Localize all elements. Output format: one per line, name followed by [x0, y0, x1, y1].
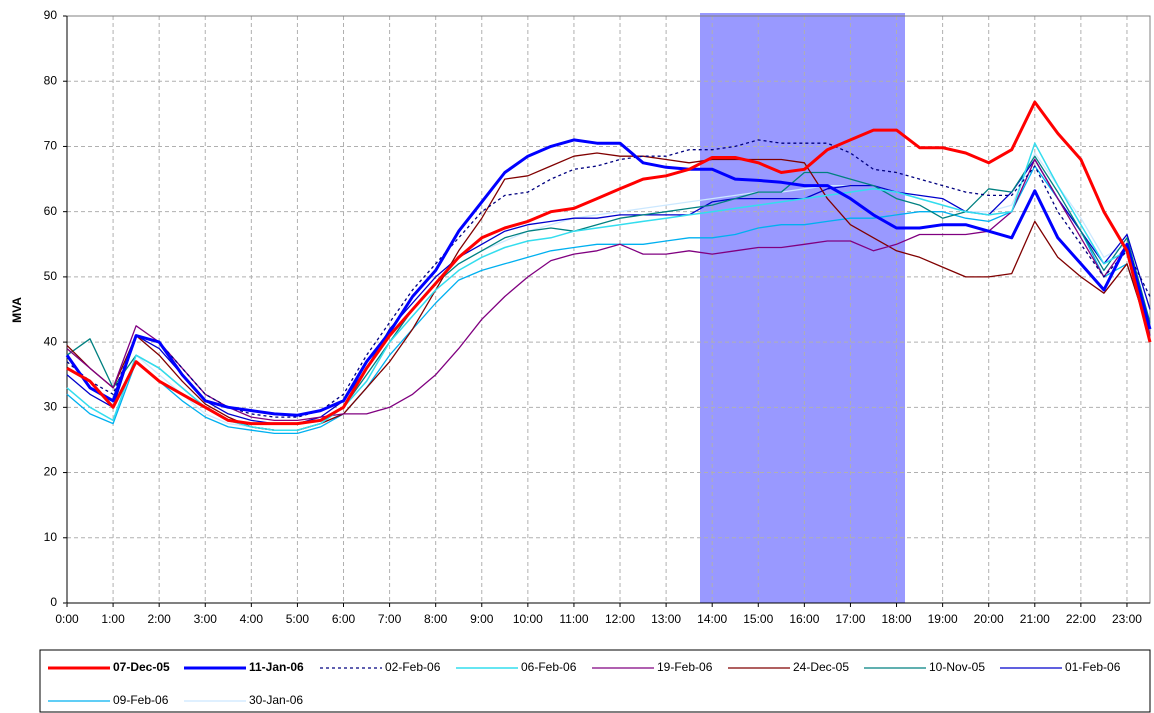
x-tick-label: 17:00: [835, 612, 865, 626]
y-tick-label: 30: [44, 400, 58, 414]
x-tick-label: 13:00: [651, 612, 681, 626]
legend-label: 30-Jan-06: [249, 693, 303, 707]
y-tick-label: 80: [44, 73, 58, 87]
y-axis-label: MVA: [10, 297, 24, 323]
x-tick-label: 21:00: [1020, 612, 1050, 626]
x-tick-label: 16:00: [789, 612, 819, 626]
y-tick-label: 60: [44, 204, 58, 218]
x-tick-label: 0:00: [55, 612, 79, 626]
x-tick-label: 20:00: [974, 612, 1004, 626]
x-tick-label: 19:00: [928, 612, 958, 626]
legend-label: 02-Feb-06: [385, 660, 441, 674]
series-line: [66, 100, 1152, 426]
x-tick-label: 11:00: [559, 612, 588, 626]
series-line: [65, 138, 1152, 417]
series-line: [66, 155, 1151, 431]
series-line: [66, 158, 1151, 425]
legend-label: 01-Feb-06: [1065, 660, 1121, 674]
y-tick-label: 40: [44, 334, 58, 348]
y-tick-label: 70: [44, 139, 58, 153]
x-tick-label: 4:00: [240, 612, 264, 626]
x-tick-label: 1:00: [101, 612, 125, 626]
x-tick-label: 23:00: [1112, 612, 1142, 626]
legend-label: 07-Dec-05: [113, 660, 170, 674]
x-tick-label: 7:00: [378, 612, 402, 626]
legend-label: 24-Dec-05: [793, 660, 849, 674]
y-tick-label: 50: [44, 269, 58, 283]
legend-label: 10-Nov-05: [929, 660, 985, 674]
highlight-band: [700, 13, 905, 603]
x-tick-label: 22:00: [1066, 612, 1096, 626]
x-tick-label: 3:00: [194, 612, 218, 626]
legend-box: [39, 649, 1151, 713]
y-tick-label: 0: [50, 595, 57, 609]
plot-frame: [66, 15, 1151, 604]
x-tick-label: 2:00: [147, 612, 171, 626]
x-tick-label: 8:00: [424, 612, 448, 626]
legend-label: 09-Feb-06: [113, 693, 169, 707]
y-tick-label: 20: [44, 465, 58, 479]
legend-label: 19-Feb-06: [657, 660, 713, 674]
y-tick-label: 90: [44, 8, 58, 22]
legend-label: 11-Jan-06: [249, 660, 304, 674]
series-line: [66, 165, 1151, 435]
x-tick-label: 10:00: [513, 612, 543, 626]
x-tick-label: 6:00: [332, 612, 356, 626]
series-line: [66, 142, 1151, 431]
x-tick-label: 14:00: [697, 612, 727, 626]
legend-label: 06-Feb-06: [521, 660, 577, 674]
x-tick-label: 5:00: [286, 612, 310, 626]
x-tick-label: 12:00: [605, 612, 635, 626]
y-tick-label: 10: [44, 530, 58, 544]
x-tick-label: 9:00: [470, 612, 494, 626]
series-line: [66, 139, 1151, 418]
series-line: [66, 158, 1151, 422]
x-tick-label: 18:00: [882, 612, 912, 626]
x-tick-label: 15:00: [743, 612, 773, 626]
